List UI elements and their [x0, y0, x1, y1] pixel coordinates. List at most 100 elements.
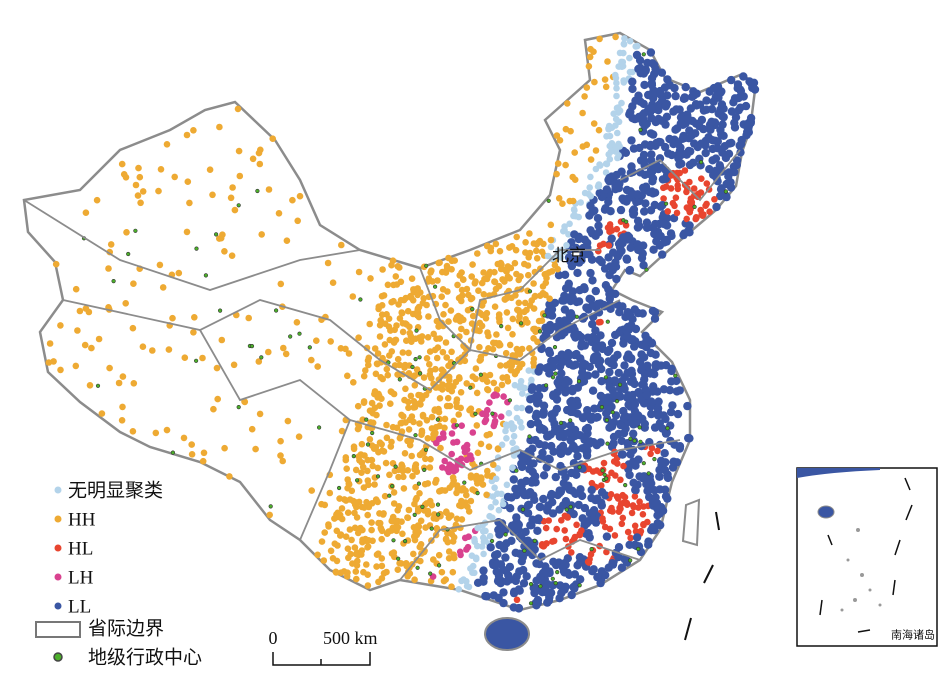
cluster-dot — [410, 404, 418, 411]
cluster-dot — [513, 404, 521, 412]
cluster-dot — [634, 411, 643, 420]
cluster-dot — [583, 406, 592, 415]
admin-center — [537, 329, 543, 334]
cluster-dot — [149, 347, 156, 354]
cluster-dot — [558, 441, 568, 451]
cluster-dot — [407, 392, 415, 400]
cluster-dot — [130, 380, 138, 387]
inset-dash — [904, 477, 911, 491]
cluster-dot — [620, 361, 629, 370]
cluster-dot — [475, 287, 482, 295]
cluster-dot — [543, 270, 551, 278]
admin-center — [538, 584, 543, 589]
cluster-dot — [725, 139, 734, 148]
cluster-dot — [558, 517, 565, 524]
cluster-dot — [234, 105, 242, 113]
cluster-dot — [353, 575, 360, 583]
cluster-dot — [642, 218, 652, 227]
cluster-dot — [431, 406, 439, 413]
admin-center — [663, 201, 669, 206]
cluster-dot — [449, 538, 457, 545]
cluster-dot — [574, 500, 583, 510]
admin-center — [628, 436, 633, 441]
cluster-dot — [576, 530, 583, 538]
cluster-dot — [602, 160, 610, 167]
cluster-dot — [626, 243, 635, 252]
cluster-dot — [476, 343, 483, 351]
cluster-dot — [678, 134, 687, 143]
cluster-dot — [269, 135, 277, 142]
cluster-dot — [647, 80, 657, 90]
cluster-dot — [563, 242, 570, 249]
cluster-dot — [594, 183, 602, 190]
cluster-dot — [390, 390, 398, 398]
cluster-dot — [585, 533, 594, 542]
cluster-dot — [371, 345, 379, 352]
admin-center — [553, 371, 558, 376]
cluster-dot — [453, 403, 461, 411]
cluster-dot — [596, 438, 605, 447]
cluster-dot — [600, 459, 608, 467]
cluster-dot — [675, 386, 684, 395]
cluster-dot — [660, 449, 669, 458]
cluster-dot — [619, 514, 627, 522]
capital-label: 北京 — [552, 246, 586, 265]
cluster-dot — [455, 411, 463, 418]
cluster-dot — [526, 419, 536, 429]
admin-center — [337, 485, 342, 491]
admin-center — [532, 538, 537, 544]
cluster-dot — [594, 228, 604, 237]
cluster-dot — [564, 514, 571, 521]
cluster-dot — [385, 323, 393, 331]
cluster-dot — [571, 149, 578, 156]
cluster-dot — [706, 125, 715, 134]
admin-center — [617, 382, 623, 387]
cluster-dot — [556, 137, 564, 144]
cluster-dot — [477, 440, 485, 448]
cluster-dot — [294, 217, 302, 225]
cluster-dot — [650, 314, 660, 323]
cluster-dot — [95, 335, 103, 343]
cluster-dot — [485, 332, 492, 340]
cluster-dot — [630, 400, 640, 409]
cluster-dot — [416, 420, 423, 427]
cluster-dot — [587, 551, 595, 558]
cluster-dot — [571, 489, 580, 498]
cluster-dot — [628, 84, 637, 94]
cluster-dot — [358, 440, 366, 448]
inset-dashes — [819, 477, 913, 633]
admin-center — [475, 491, 480, 496]
admin-center — [397, 377, 402, 382]
cluster-dot — [609, 354, 619, 363]
cluster-dot — [662, 112, 672, 122]
cluster-dot — [612, 74, 620, 82]
admin-center — [351, 454, 356, 459]
cluster-dot — [517, 377, 525, 385]
cluster-dot — [673, 409, 683, 419]
inset-island — [817, 505, 835, 519]
cluster-dot — [443, 265, 451, 272]
cluster-dot — [408, 338, 415, 346]
admin-center — [520, 507, 526, 512]
cluster-dot — [671, 91, 680, 101]
cluster-dot — [650, 229, 659, 239]
cluster-dot — [513, 233, 520, 241]
cluster-dot — [334, 513, 342, 521]
cluster-dot — [504, 378, 512, 385]
cluster-dot — [393, 424, 401, 432]
cluster-dot — [560, 270, 570, 279]
inset-label: 南海诸岛 — [891, 628, 935, 642]
cluster-dot — [293, 319, 301, 326]
cluster-dot — [574, 234, 583, 244]
cluster-dot — [576, 332, 586, 342]
cluster-dot — [394, 263, 402, 270]
cluster-dot — [181, 354, 189, 362]
cluster-dot — [442, 536, 450, 543]
cluster-dot — [169, 314, 176, 322]
cluster-dot — [376, 439, 384, 447]
cluster-dot — [362, 367, 369, 374]
cluster-dot — [528, 376, 535, 384]
cluster-dot — [614, 184, 623, 193]
cluster-dot — [354, 557, 361, 565]
cluster-dot — [583, 84, 591, 91]
